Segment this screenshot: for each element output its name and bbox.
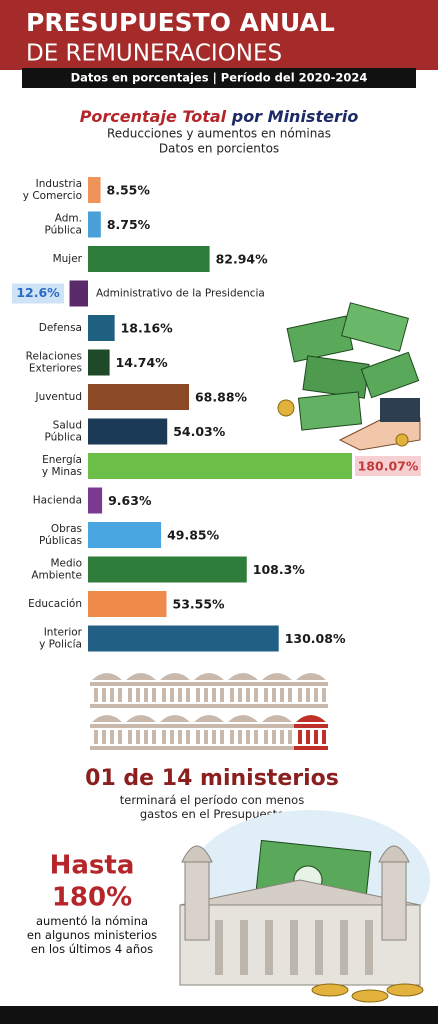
capitol-illustration	[179, 810, 430, 1003]
header-strip	[22, 68, 416, 88]
ministry-icon	[260, 673, 294, 708]
value-label-box	[355, 456, 421, 476]
chart-title-part: por Ministerio	[231, 107, 359, 126]
footer-big: 180%	[52, 883, 132, 913]
category-label: Juventud	[34, 391, 82, 403]
header-title: PRESUPUESTO ANUAL	[26, 8, 335, 37]
header-band	[0, 0, 438, 70]
category-label: Adm. Pública	[44, 213, 82, 237]
ministry-icon	[90, 673, 124, 708]
ministry-icon	[294, 673, 328, 708]
ministry-icon	[294, 715, 328, 750]
ministry-icon	[124, 715, 158, 750]
value-label: 53.55%	[173, 597, 226, 612]
value-label: 130.08%	[285, 631, 346, 646]
bar	[88, 487, 103, 514]
bar	[88, 591, 167, 617]
category-label: Energía y Minas	[42, 454, 82, 478]
category-label: Obras Públicas	[39, 523, 82, 547]
ministry-icon	[260, 715, 294, 750]
bar	[88, 453, 352, 479]
value-label: 8.55%	[107, 183, 151, 198]
value-label: 9.63%	[108, 493, 152, 508]
header-strip-text: Datos en porcentajes | Período del 2020-…	[71, 71, 368, 85]
ministry-icon	[226, 673, 260, 708]
value-label: 14.74%	[116, 355, 169, 370]
value-label: 82.94%	[216, 252, 269, 267]
ministry-icon	[90, 715, 124, 750]
value-label: 49.85%	[167, 528, 220, 543]
category-label: Relaciones Exteriores	[26, 351, 82, 375]
value-label: 180.07%	[358, 459, 419, 474]
ministry-icon	[192, 715, 226, 750]
bar	[69, 280, 88, 307]
category-label: Educación	[28, 598, 82, 610]
bar	[88, 246, 210, 272]
value-label: 18.16%	[121, 321, 174, 336]
footer-band	[0, 1006, 438, 1024]
category-label: Salud Pública	[44, 420, 82, 444]
category-label: Interior y Policía	[39, 627, 83, 651]
bar	[88, 177, 101, 203]
bar	[88, 315, 115, 341]
category-label: Defensa	[39, 322, 82, 334]
bar	[88, 418, 168, 445]
chart-title: Porcentaje Total por Ministerio	[80, 107, 359, 126]
ministry-icon	[158, 715, 192, 750]
ministry-icon	[124, 673, 158, 708]
bar	[88, 211, 101, 238]
value-label: 54.03%	[173, 424, 226, 439]
value-label: 68.88%	[195, 390, 248, 405]
chart-subtitle: Datos en porcientos	[159, 142, 279, 156]
money-illustration	[277, 302, 421, 451]
ministry-icon	[226, 715, 260, 750]
ministry-icon	[192, 673, 226, 708]
footer-note: terminará el período con menos gastos en …	[120, 793, 304, 821]
value-label-box	[12, 283, 64, 304]
chart-title-part: Porcentaje Total	[80, 107, 227, 126]
ministry-icon	[158, 673, 192, 708]
bar	[88, 522, 162, 548]
footer-headline: 01 de 14 ministerios	[85, 766, 339, 791]
category-label: Medio Ambiente	[31, 558, 82, 582]
value-label: 12.6%	[16, 285, 60, 300]
footer-big: Hasta	[50, 851, 135, 881]
bar	[88, 349, 110, 376]
bar	[88, 556, 247, 583]
ministry-icons	[90, 673, 328, 750]
header-subtitle: DE REMUNERACIONES	[26, 41, 282, 67]
value-label: 8.75%	[107, 217, 151, 232]
chart-subtitle: Reducciones y aumentos en nóminas	[107, 127, 331, 141]
value-label: 108.3%	[253, 562, 306, 577]
category-label: Hacienda	[33, 495, 82, 507]
footer-big-note: aumentó la nómina en algunos ministerios e…	[27, 914, 157, 956]
bar	[88, 384, 189, 410]
category-label: Mujer	[53, 253, 83, 265]
category-label: Industria y Comercio	[23, 178, 82, 202]
bar	[88, 625, 279, 652]
category-label: Administrativo de la Presidencia	[96, 288, 265, 300]
